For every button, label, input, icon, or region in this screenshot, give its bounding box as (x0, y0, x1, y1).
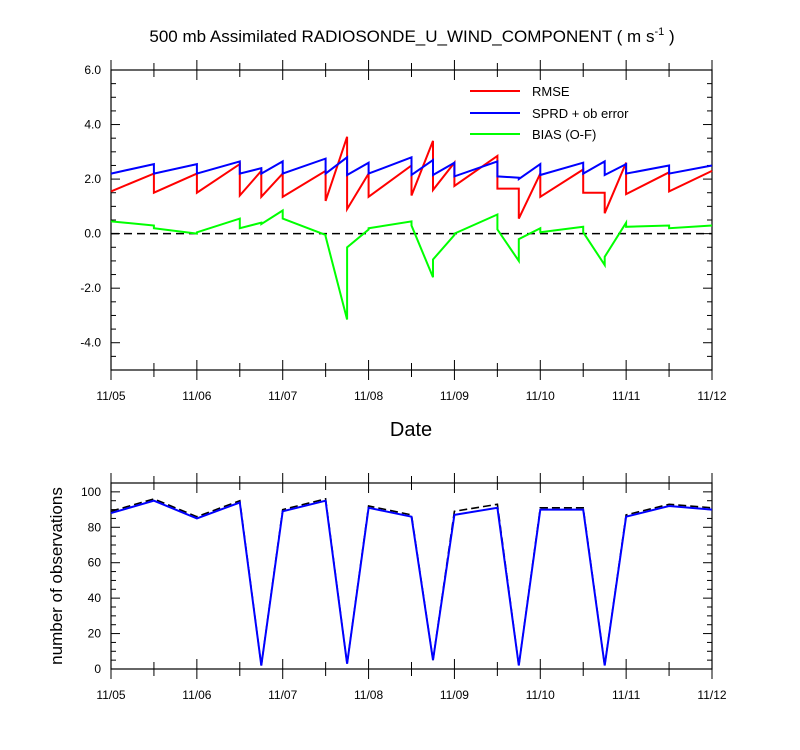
y-tick-label: 6.0 (84, 63, 101, 77)
top-axis-ticks: -4.0 -2.0 0.0 2.0 4.0 6.0 11/05 11/06 11/07 11/08… (80, 60, 727, 403)
series-line-sprd-ob-error (110, 155, 713, 182)
bottom-chart: 0 20 40 60 80 100 11/05 11/06 11/07 11/08 11/09 11/… (47, 473, 727, 702)
x-tick-label: 11/05 (96, 688, 125, 702)
x-tick-label: 11/09 (440, 389, 469, 403)
y-tick-label: 20 (88, 627, 102, 641)
y-tick-label: -4.0 (80, 336, 101, 350)
legend-rmse-label: RMSE (532, 84, 570, 99)
top-chart: 500 mb Assimilated RADIOSONDE_U_WIND_COM… (80, 26, 727, 441)
y-tick-label: 2.0 (84, 172, 101, 186)
x-tick-label: 11/06 (182, 688, 211, 702)
series-line-rmse (110, 136, 713, 220)
bottom-axis-ticks: 0 20 40 60 80 100 11/05 11/06 11/07 11/08 11/09 11/… (81, 473, 727, 702)
legend: RMSE SPRD + ob error BIAS (O-F) (470, 84, 629, 142)
y-tick-label: 0.0 (84, 227, 101, 241)
x-tick-label: 11/08 (354, 389, 383, 403)
x-axis-label: Date (390, 419, 432, 441)
y-tick-label: 4.0 (84, 118, 101, 132)
y-tick-label: 40 (88, 591, 102, 605)
x-tick-label: 11/07 (268, 688, 297, 702)
y-tick-label: 0 (94, 662, 101, 676)
bottom-series-group (110, 497, 713, 666)
x-tick-label: 11/11 (612, 389, 641, 403)
x-tick-label: 11/06 (182, 389, 211, 403)
top-series-group (110, 136, 713, 320)
series-line-observations-dashed- (110, 497, 713, 666)
x-tick-label: 11/10 (526, 688, 555, 702)
chart-title: 500 mb Assimilated RADIOSONDE_U_WIND_COM… (149, 26, 674, 46)
y-tick-label: 80 (88, 520, 102, 534)
x-tick-label: 11/05 (96, 389, 125, 403)
x-tick-label: 11/10 (526, 389, 555, 403)
series-line-observations-solid- (110, 499, 713, 666)
x-tick-label: 11/09 (440, 688, 469, 702)
legend-bias-label: BIAS (O-F) (532, 127, 596, 142)
chart-title-end: ) (664, 27, 674, 46)
y-axis-label: number of observations (47, 487, 66, 665)
series-line-bias-o-f- (110, 208, 713, 320)
y-tick-label: 60 (88, 556, 102, 570)
y-tick-label: -2.0 (80, 281, 101, 295)
x-tick-label: 11/12 (697, 688, 726, 702)
chart-title-superscript: -1 (654, 26, 664, 38)
x-tick-label: 11/08 (354, 688, 383, 702)
x-tick-label: 11/12 (697, 389, 726, 403)
x-tick-label: 11/11 (612, 688, 641, 702)
x-tick-label: 11/07 (268, 389, 297, 403)
y-tick-label: 100 (81, 485, 101, 499)
bottom-plot-frame (110, 482, 713, 670)
legend-sprd-label: SPRD + ob error (532, 106, 629, 121)
